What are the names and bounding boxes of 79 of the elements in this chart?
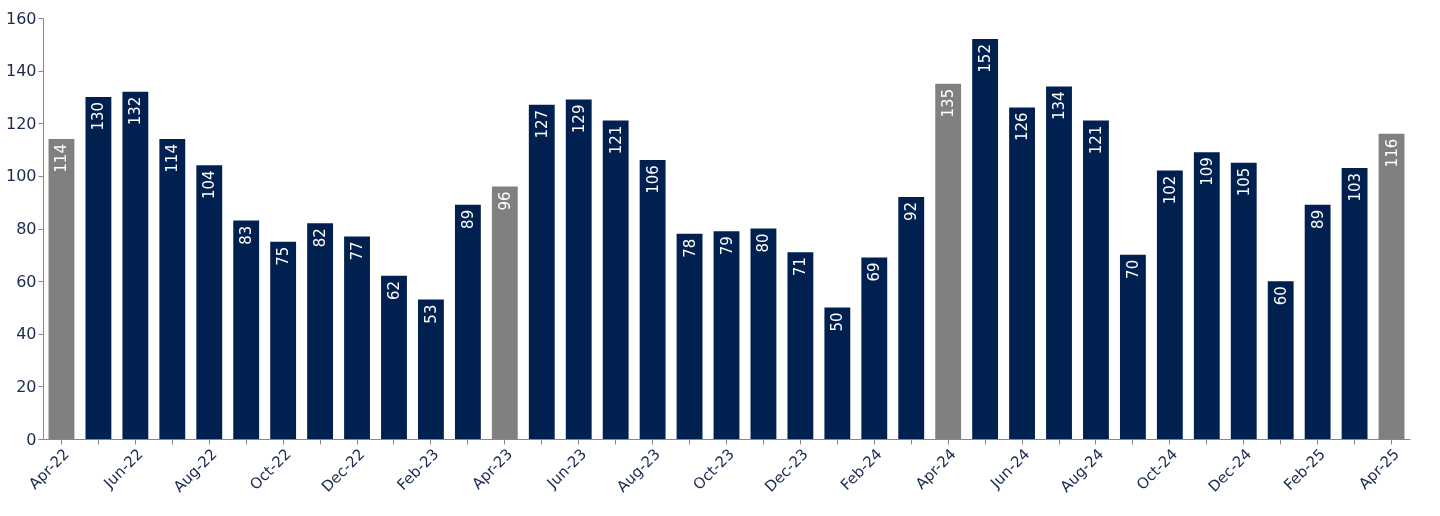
data-label: 71 bbox=[791, 257, 810, 277]
data-label: 53 bbox=[421, 304, 440, 324]
data-label: 78 bbox=[680, 238, 699, 258]
y-tick-label: 140 bbox=[5, 61, 37, 81]
bar bbox=[418, 299, 444, 439]
data-label: 134 bbox=[1050, 91, 1069, 121]
bar bbox=[1193, 152, 1220, 439]
bar bbox=[824, 307, 851, 439]
bar bbox=[565, 99, 592, 439]
y-tick-label: 80 bbox=[16, 219, 37, 238]
data-label: 126 bbox=[1013, 112, 1032, 142]
data-label: 105 bbox=[1234, 167, 1253, 197]
data-label: 135 bbox=[939, 88, 958, 118]
data-label: 152 bbox=[976, 44, 995, 73]
bar bbox=[898, 196, 925, 439]
bar bbox=[972, 39, 999, 439]
data-label: 69 bbox=[865, 262, 884, 282]
data-label: 79 bbox=[717, 236, 736, 256]
data-label: 121 bbox=[1086, 125, 1105, 155]
bar bbox=[639, 160, 666, 439]
bar bbox=[713, 231, 740, 439]
data-label: 82 bbox=[311, 228, 330, 248]
data-label: 109 bbox=[1197, 157, 1216, 186]
data-label: 129 bbox=[569, 104, 588, 134]
bar bbox=[1341, 167, 1368, 439]
bar bbox=[787, 252, 814, 439]
y-tick-label: 40 bbox=[16, 324, 37, 344]
y-tick-label: 100 bbox=[5, 166, 37, 186]
bar bbox=[1046, 86, 1072, 439]
data-label: 89 bbox=[458, 209, 477, 229]
data-label: 106 bbox=[643, 165, 662, 194]
data-label: 102 bbox=[1160, 175, 1179, 205]
data-label: 116 bbox=[1382, 138, 1401, 168]
bar bbox=[602, 120, 629, 439]
y-tick-label: 20 bbox=[16, 376, 37, 396]
data-label: 96 bbox=[495, 191, 514, 211]
bar bbox=[233, 220, 260, 439]
bar bbox=[1267, 281, 1294, 439]
bar bbox=[1230, 162, 1257, 439]
bar bbox=[454, 204, 481, 439]
data-label: 77 bbox=[348, 241, 367, 261]
bar bbox=[1083, 120, 1109, 439]
bar bbox=[159, 139, 186, 439]
bar bbox=[528, 104, 555, 439]
data-label: 114 bbox=[52, 144, 71, 173]
bar bbox=[344, 236, 370, 439]
data-label: 92 bbox=[902, 201, 921, 222]
bar bbox=[270, 241, 297, 439]
data-label: 121 bbox=[606, 125, 625, 155]
bar bbox=[381, 275, 407, 439]
data-label: 75 bbox=[274, 246, 293, 266]
bar bbox=[1304, 204, 1331, 439]
bar bbox=[676, 233, 703, 439]
data-label: 50 bbox=[828, 312, 847, 332]
bar bbox=[122, 91, 149, 439]
data-label: 104 bbox=[200, 170, 219, 199]
data-label: 132 bbox=[126, 96, 145, 126]
data-label: 62 bbox=[384, 280, 403, 300]
bar bbox=[1156, 170, 1183, 439]
data-label: 70 bbox=[1123, 259, 1142, 279]
data-label: 80 bbox=[754, 233, 773, 253]
bar bbox=[307, 223, 334, 439]
data-label: 83 bbox=[237, 225, 256, 245]
data-label: 60 bbox=[1271, 286, 1290, 306]
y-tick-label: 120 bbox=[5, 113, 37, 133]
bar bbox=[196, 165, 223, 439]
y-tick-label: 0 bbox=[26, 429, 37, 449]
data-label: 127 bbox=[532, 109, 551, 139]
y-tick-label: 60 bbox=[16, 271, 37, 291]
data-label: 103 bbox=[1345, 172, 1364, 202]
bar bbox=[861, 257, 888, 439]
bar bbox=[85, 96, 112, 439]
data-label: 114 bbox=[163, 144, 182, 173]
bar bbox=[1119, 254, 1146, 439]
bar bbox=[750, 228, 777, 439]
data-label: 130 bbox=[89, 101, 108, 131]
data-label: 89 bbox=[1308, 209, 1327, 229]
bar bbox=[1009, 107, 1035, 439]
y-tick-label: 160 bbox=[5, 8, 37, 28]
